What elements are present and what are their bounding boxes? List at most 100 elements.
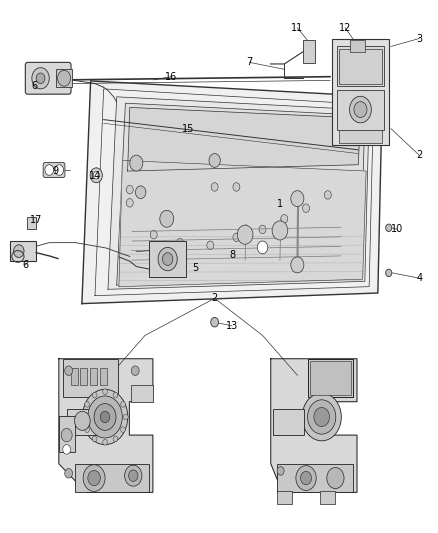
Circle shape bbox=[354, 102, 367, 117]
Circle shape bbox=[327, 467, 344, 489]
Text: 6: 6 bbox=[31, 81, 37, 91]
Circle shape bbox=[121, 427, 125, 432]
Circle shape bbox=[386, 224, 392, 231]
Circle shape bbox=[386, 269, 392, 277]
Polygon shape bbox=[127, 108, 360, 171]
Circle shape bbox=[85, 401, 89, 407]
Circle shape bbox=[291, 191, 304, 207]
Circle shape bbox=[93, 172, 99, 179]
Bar bbox=[81, 368, 88, 385]
Circle shape bbox=[14, 245, 24, 257]
Bar bbox=[336, 90, 385, 130]
Bar bbox=[303, 39, 315, 63]
Circle shape bbox=[65, 366, 73, 375]
Bar bbox=[10, 241, 36, 261]
Polygon shape bbox=[82, 81, 382, 304]
Polygon shape bbox=[117, 103, 365, 285]
Text: 16: 16 bbox=[165, 71, 177, 82]
Circle shape bbox=[296, 466, 316, 490]
Polygon shape bbox=[271, 359, 357, 492]
Text: 5: 5 bbox=[192, 263, 198, 273]
Polygon shape bbox=[108, 97, 369, 289]
Circle shape bbox=[130, 155, 143, 171]
Circle shape bbox=[82, 414, 87, 420]
Circle shape bbox=[177, 238, 184, 247]
Circle shape bbox=[158, 247, 177, 271]
Circle shape bbox=[303, 204, 310, 213]
Bar bbox=[350, 40, 365, 52]
Bar bbox=[277, 491, 292, 504]
Text: 12: 12 bbox=[339, 23, 351, 33]
Circle shape bbox=[88, 396, 122, 438]
Bar bbox=[310, 361, 351, 394]
Text: 2: 2 bbox=[416, 150, 422, 160]
Bar bbox=[90, 368, 97, 385]
Circle shape bbox=[209, 154, 220, 167]
Bar bbox=[339, 130, 382, 143]
Bar bbox=[131, 385, 153, 402]
Circle shape bbox=[63, 445, 71, 454]
Text: 11: 11 bbox=[291, 23, 304, 33]
Circle shape bbox=[129, 470, 138, 481]
Circle shape bbox=[150, 230, 157, 239]
Circle shape bbox=[300, 471, 311, 484]
Bar bbox=[67, 409, 98, 435]
Circle shape bbox=[36, 73, 45, 84]
Text: 6: 6 bbox=[22, 260, 28, 270]
Text: 10: 10 bbox=[391, 224, 403, 235]
Circle shape bbox=[237, 225, 253, 244]
Polygon shape bbox=[59, 359, 153, 492]
Circle shape bbox=[314, 407, 329, 426]
Text: 3: 3 bbox=[416, 34, 422, 44]
Bar bbox=[100, 368, 107, 385]
Circle shape bbox=[259, 225, 266, 233]
Circle shape bbox=[74, 411, 90, 430]
Bar bbox=[56, 69, 72, 87]
Circle shape bbox=[302, 393, 341, 441]
Circle shape bbox=[211, 183, 218, 191]
Circle shape bbox=[126, 185, 133, 194]
Circle shape bbox=[124, 414, 128, 420]
Text: 7: 7 bbox=[246, 58, 253, 67]
Bar bbox=[59, 416, 74, 452]
Bar bbox=[332, 38, 389, 144]
FancyBboxPatch shape bbox=[43, 163, 65, 177]
Circle shape bbox=[82, 389, 128, 445]
Circle shape bbox=[233, 233, 240, 241]
Text: 17: 17 bbox=[30, 215, 42, 225]
Circle shape bbox=[102, 439, 107, 445]
Circle shape bbox=[45, 165, 53, 175]
Bar bbox=[308, 359, 353, 397]
Circle shape bbox=[113, 436, 118, 442]
Text: 2: 2 bbox=[212, 293, 218, 303]
Circle shape bbox=[90, 168, 102, 183]
FancyBboxPatch shape bbox=[25, 62, 71, 94]
Polygon shape bbox=[119, 160, 366, 287]
Circle shape bbox=[113, 392, 118, 398]
Circle shape bbox=[92, 436, 97, 442]
Circle shape bbox=[94, 403, 116, 430]
Circle shape bbox=[65, 469, 73, 478]
Circle shape bbox=[100, 411, 110, 423]
Circle shape bbox=[55, 165, 64, 175]
Circle shape bbox=[324, 191, 331, 199]
Bar bbox=[63, 359, 117, 397]
Circle shape bbox=[281, 215, 288, 223]
Text: 1: 1 bbox=[277, 199, 283, 209]
Circle shape bbox=[126, 199, 133, 207]
Circle shape bbox=[32, 68, 49, 89]
Circle shape bbox=[211, 317, 219, 327]
Bar bbox=[27, 217, 36, 229]
Circle shape bbox=[277, 466, 284, 475]
Bar bbox=[339, 49, 382, 84]
Circle shape bbox=[233, 183, 240, 191]
Circle shape bbox=[125, 465, 142, 486]
Circle shape bbox=[162, 253, 173, 265]
Circle shape bbox=[350, 96, 371, 123]
Bar bbox=[336, 46, 385, 86]
Text: 8: 8 bbox=[229, 250, 235, 260]
Bar bbox=[320, 491, 335, 504]
Bar bbox=[71, 368, 78, 385]
Bar bbox=[149, 241, 186, 277]
Text: 9: 9 bbox=[53, 166, 59, 176]
